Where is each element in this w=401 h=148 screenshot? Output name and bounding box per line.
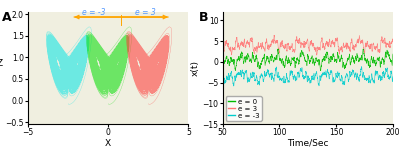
Text: e = 3: e = 3: [135, 8, 156, 17]
X-axis label: X: X: [105, 139, 111, 148]
Legend: e = 0, e = 3, e = -3: e = 0, e = 3, e = -3: [226, 96, 261, 121]
Text: A: A: [2, 11, 12, 24]
Y-axis label: Z: Z: [0, 59, 3, 68]
Text: e = -3: e = -3: [82, 8, 105, 17]
Text: B: B: [199, 11, 208, 24]
Y-axis label: x(t): x(t): [190, 60, 200, 76]
X-axis label: Time/Sec: Time/Sec: [287, 139, 328, 148]
